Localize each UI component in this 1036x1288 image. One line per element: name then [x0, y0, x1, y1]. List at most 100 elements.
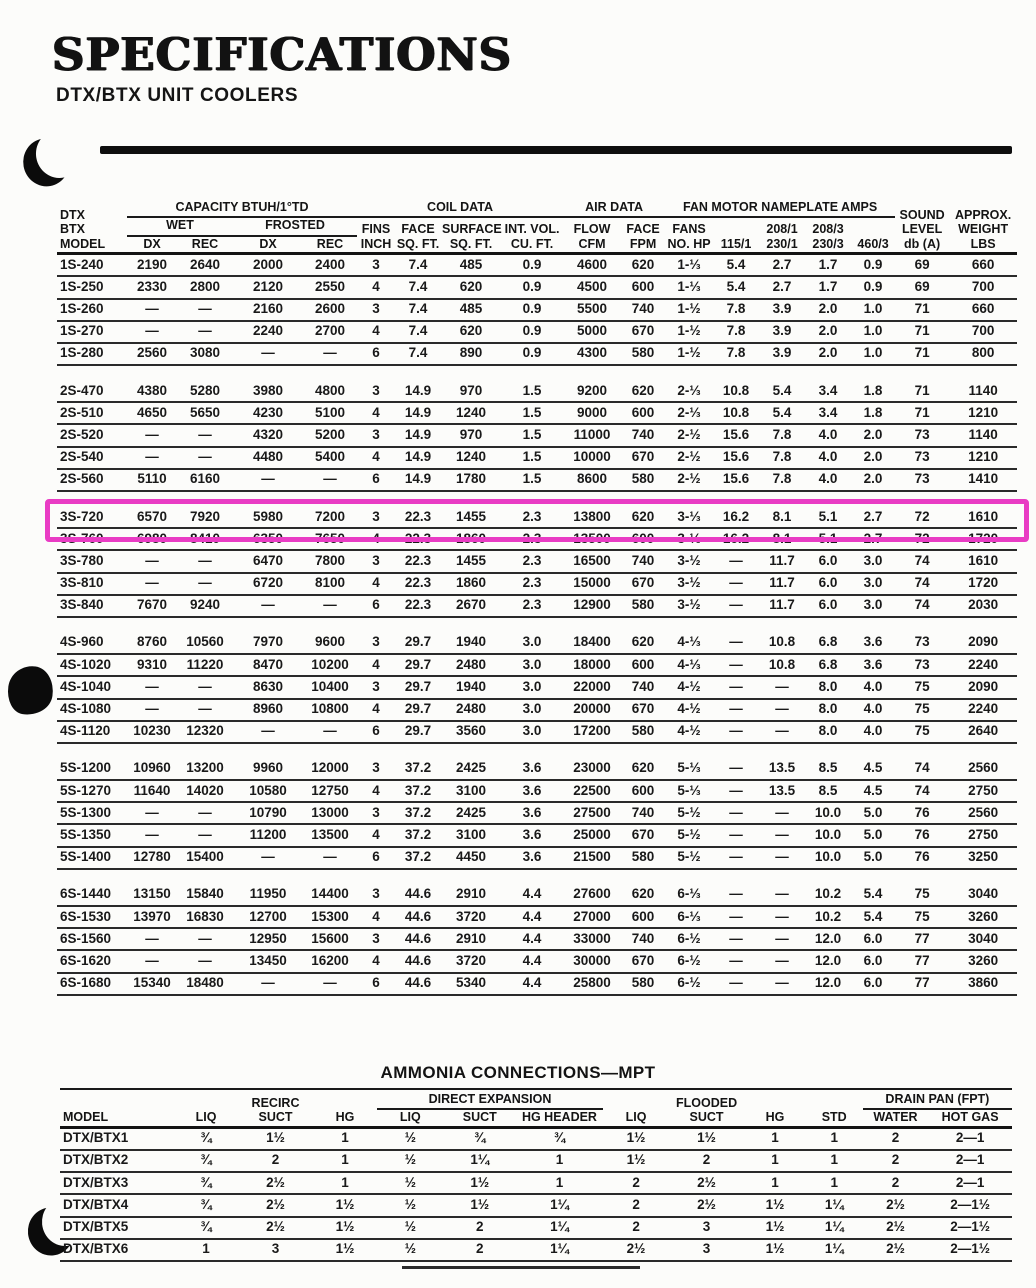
- spec-cell: 6: [357, 972, 396, 996]
- spec-cell: —: [127, 424, 177, 448]
- ammonia-cell: 1½: [744, 1216, 806, 1240]
- spec-cell: 5-⅓: [665, 758, 714, 782]
- spec-cell: 22.3: [395, 572, 442, 596]
- ammonia-cell: ¾: [174, 1216, 238, 1240]
- spec-cell: 8.1: [759, 507, 806, 530]
- spec-cell: 5-½: [665, 802, 714, 826]
- spec-cell: —: [127, 572, 177, 596]
- header-rule: [100, 146, 1012, 154]
- spec-cell-model: 5S-1400: [57, 846, 127, 870]
- ammonia-cell: 1: [515, 1172, 604, 1196]
- spec-cell: 4300: [563, 342, 622, 367]
- spec-cell: 3: [357, 550, 396, 574]
- spec-cell: —: [713, 884, 760, 908]
- spec-cell: —: [233, 594, 303, 618]
- spec-cell: 18000: [563, 654, 622, 678]
- spec-cell: 6.0: [851, 928, 896, 952]
- spec-cell: 6.8: [805, 632, 852, 656]
- spec-cell: 22.3: [395, 507, 442, 530]
- ammonia-cell: 3: [668, 1238, 745, 1262]
- section-gap-cell: [57, 617, 1017, 633]
- spec-cell: 8.0: [805, 676, 852, 700]
- spec-cell: 4.0: [805, 468, 852, 493]
- spec-table-row: 4S-1020 9310 11220 8470 10200 4 29.7 248…: [57, 654, 1018, 678]
- spec-cell: 2670: [441, 594, 502, 618]
- spec-cell: 29.7: [395, 654, 442, 678]
- spec-cell: 3: [357, 298, 396, 322]
- spec-cell: 22000: [563, 676, 622, 700]
- spec-cell: 18400: [563, 632, 622, 656]
- col-header-amps-208-1: 208/1 230/1: [766, 222, 798, 251]
- spec-table-row: 6S-1530 13970 16830 12700 15300 4 44.6 3…: [57, 906, 1018, 930]
- ammonia-cell: ¾: [174, 1149, 238, 1174]
- spec-cell: 5.4: [851, 884, 896, 908]
- spec-cell: —: [303, 720, 358, 744]
- spec-cell: 2425: [441, 758, 502, 782]
- spec-cell: 15340: [127, 972, 177, 996]
- ammonia-cell: 1½: [444, 1172, 516, 1196]
- spec-cell: 600: [621, 276, 666, 300]
- spec-cell: 2-½: [665, 424, 714, 448]
- spec-cell: 8960: [233, 698, 303, 722]
- ammonia-table: MODEL LIQ RECIRC SUCT HG DIRECT EXPANSIO…: [60, 1087, 1012, 1262]
- spec-cell: —: [127, 550, 177, 574]
- spec-header-row-subgroups: WET FROSTED FINS INCH FACE SQ. FT. SURFA…: [57, 217, 1017, 251]
- spec-cell: 3250: [949, 846, 1018, 870]
- ammonia-cell: 2—1½: [928, 1238, 1012, 1262]
- section-gap-cell: [57, 869, 1017, 885]
- spec-cell: 2-⅓: [665, 402, 714, 426]
- spec-cell: 660: [949, 298, 1018, 322]
- spec-cell: 11.7: [759, 594, 806, 618]
- spec-cell: 27000: [563, 906, 622, 930]
- spec-cell: 600: [621, 906, 666, 930]
- spec-cell: 3.6: [501, 802, 564, 826]
- ammonia-cell: 2½: [603, 1238, 669, 1262]
- spec-cell: 5-½: [665, 846, 714, 870]
- spec-cell: 5.0: [851, 802, 896, 826]
- col-header-amps-115-1: 115/1: [720, 236, 752, 251]
- spec-cell-model: 1S-240: [57, 252, 127, 278]
- col-header-int-vol: INT. VOL. CU. FT.: [504, 222, 560, 251]
- spec-cell: 7.8: [759, 468, 806, 493]
- spec-cell: —: [177, 676, 233, 700]
- spec-cell: 44.6: [395, 950, 442, 974]
- spec-cell: 2700: [303, 320, 358, 344]
- ammonia-cell: 1½: [444, 1194, 516, 1218]
- spec-cell: 17200: [563, 720, 622, 744]
- spec-cell: 14.9: [395, 468, 442, 493]
- col-header-sound-level: SOUND LEVEL db (A): [899, 208, 945, 251]
- spec-cell: 73: [895, 654, 950, 678]
- spec-cell: 11640: [127, 780, 177, 804]
- col-header-drain-water: WATER: [873, 1110, 918, 1125]
- spec-cell: —: [127, 676, 177, 700]
- ammonia-table-row: DTX/BTX2 ¾ 2 1 ½ 1¼ 1 1½ 2 1 1 2 2—1: [60, 1149, 1012, 1174]
- spec-cell: 44.6: [395, 884, 442, 908]
- section-gap: [57, 869, 1017, 885]
- spec-cell: 580: [621, 972, 666, 996]
- col-header-de-hg-header: HG HEADER: [521, 1110, 597, 1125]
- ammonia-table-title: AMMONIA CONNECTIONS—MPT: [380, 1063, 656, 1082]
- spec-cell: 3: [357, 632, 396, 656]
- spec-cell: 2000: [233, 252, 303, 278]
- spec-cell-model: 6S-1680: [57, 972, 127, 996]
- spec-cell: 1610: [949, 550, 1018, 574]
- spec-cell: 6470: [233, 550, 303, 574]
- spec-table-row: 2S-520 — — 4320 5200 3 14.9 970 1.5 1100…: [57, 424, 1018, 448]
- spec-cell: 4: [357, 320, 396, 344]
- spec-cell: 580: [621, 594, 666, 618]
- page-subtitle: DTX/BTX UNIT COOLERS: [56, 85, 299, 106]
- ammonia-table-header: MODEL LIQ RECIRC SUCT HG DIRECT EXPANSIO…: [60, 1087, 1012, 1128]
- spec-cell: 13200: [177, 758, 233, 782]
- spec-cell: 8.5: [805, 780, 852, 804]
- spec-table-row: 6S-1440 13150 15840 11950 14400 3 44.6 2…: [57, 884, 1018, 908]
- spec-cell: —: [127, 320, 177, 344]
- spec-table-row: 3S-720 6570 7920 5980 7200 3 22.3 1455 2…: [57, 507, 1018, 530]
- ammonia-cell: ¾: [515, 1125, 604, 1151]
- spec-cell: 37.2: [395, 846, 442, 870]
- col-header-fins-inch: FINS INCH: [360, 222, 392, 251]
- spec-table-row: 3S-810 — — 6720 8100 4 22.3 1860 2.3 150…: [57, 572, 1018, 596]
- spec-cell: 77: [895, 928, 950, 952]
- spec-cell: 6-⅓: [665, 884, 714, 908]
- spec-cell: 12950: [233, 928, 303, 952]
